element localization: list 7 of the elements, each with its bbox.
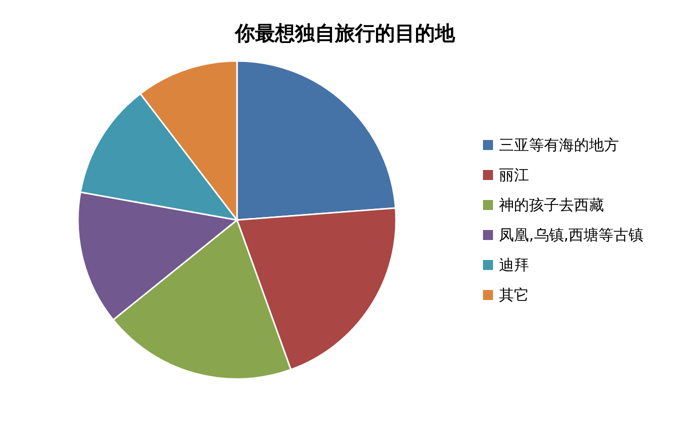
legend-label: 凤凰,乌镇,西塘等古镇 — [499, 226, 644, 244]
legend-label: 三亚等有海的地方 — [499, 136, 619, 154]
legend-label: 其它 — [499, 286, 529, 304]
legend-label: 迪拜 — [499, 256, 529, 274]
chart-title: 你最想独自旅行的目的地 — [234, 21, 456, 45]
legend-label: 丽江 — [499, 166, 529, 184]
legend-label: 神的孩子去西藏 — [499, 196, 604, 214]
